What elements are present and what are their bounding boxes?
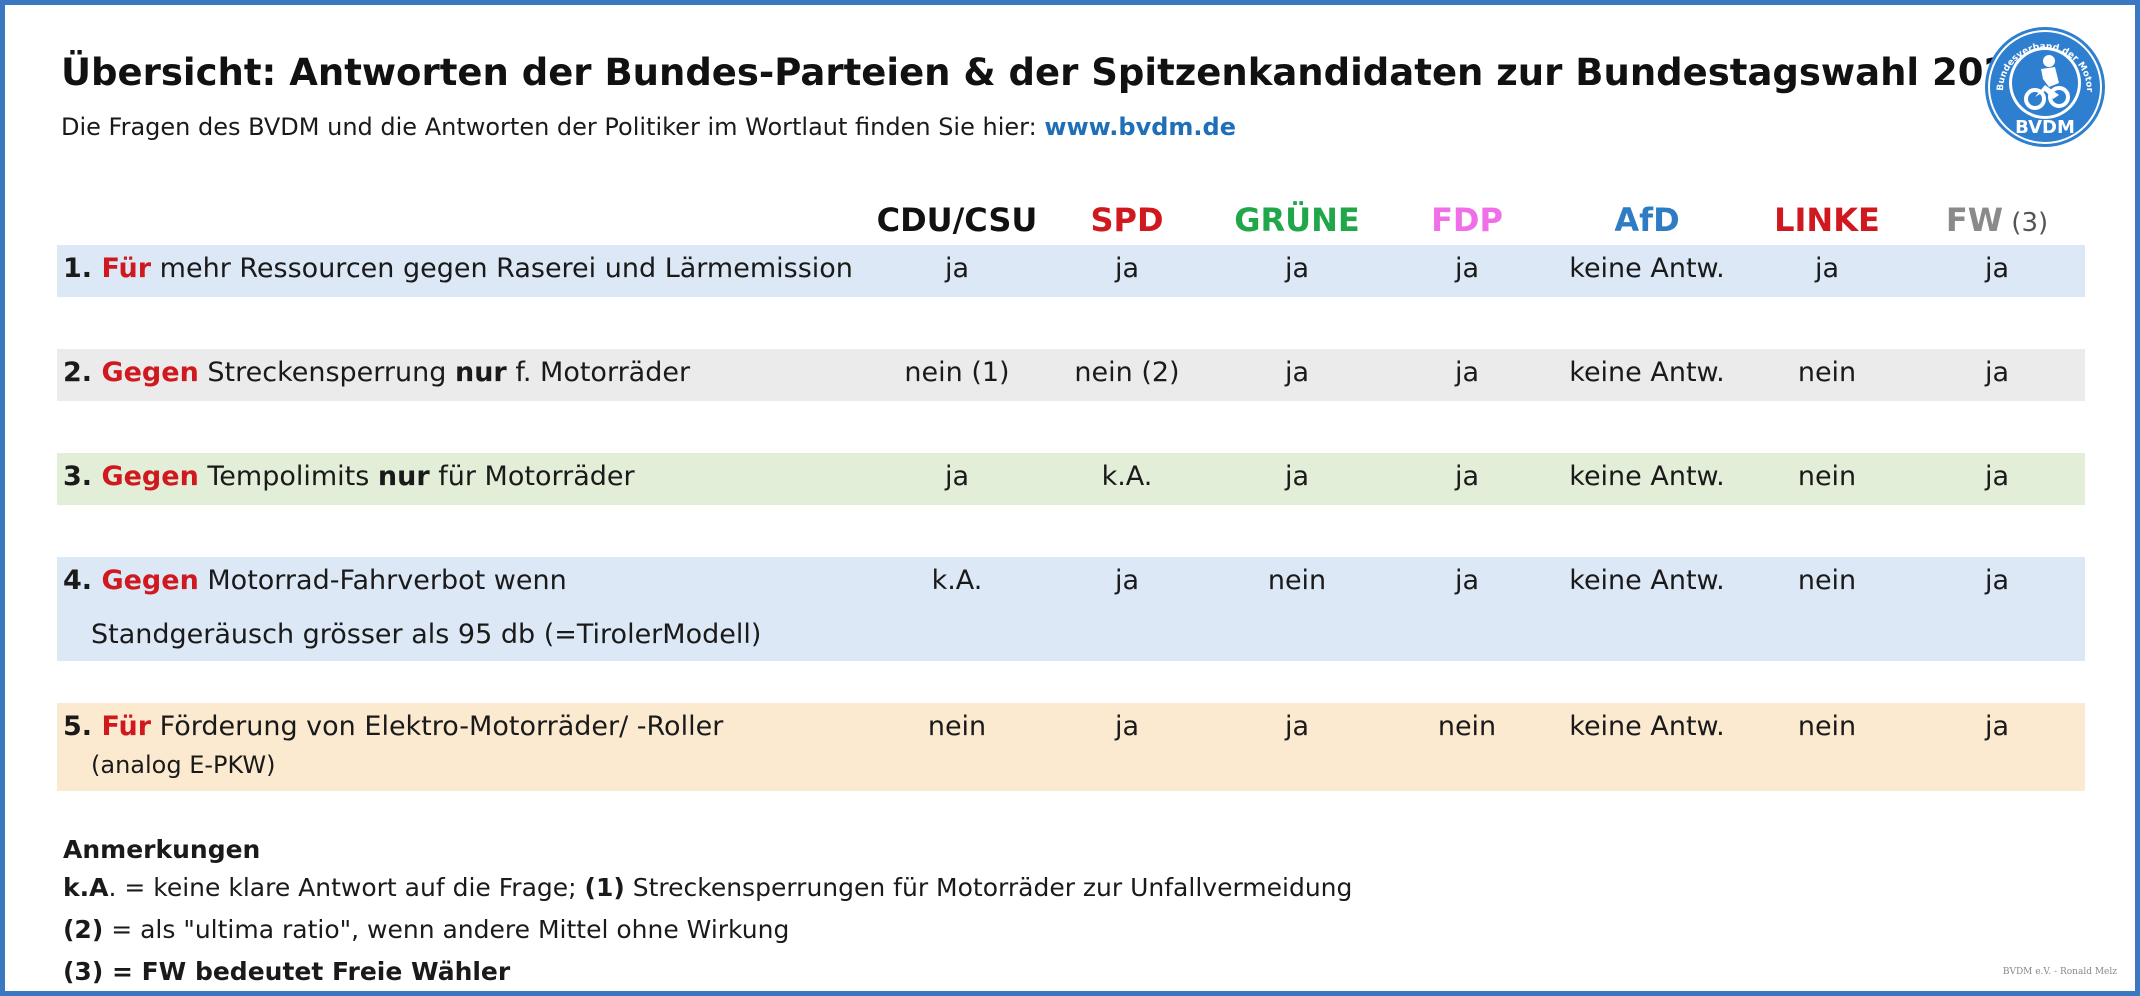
answer-cell: ja [1984,461,2010,492]
question-row-4 [57,557,2085,661]
subtitle-text: Die Fragen des BVDM und die Antworten de… [61,113,1037,141]
answer-cell: ja [1284,461,1310,492]
answer-cell: k.A. [931,565,983,596]
party-header-6: LINKE [1742,201,1912,239]
question-text-4: 4. Gegen Motorrad-Fahrverbot wenn [63,565,567,596]
party-header-2: SPD [1042,201,1212,239]
party-header-3: GRÜNE [1212,201,1382,239]
answer-cell: ja [1284,711,1310,742]
note-ka: k.A [63,873,109,902]
notes-heading: Anmerkungen [63,835,261,864]
answer-cell: keine Antw. [1569,357,1725,388]
note-ka-text: . = keine klare Antwort auf die Frage; [108,873,585,902]
question-subtext-5: (analog E-PKW) [91,751,276,779]
answer-cell: ja [1454,357,1480,388]
party-label: GRÜNE [1234,201,1360,239]
answer-cell: ja [1114,711,1140,742]
answer-cell: ja [944,461,970,492]
note-2-marker: (2) [63,915,104,944]
note-line-3: (3) = FW bedeutet Freie Wähler [63,957,510,986]
page-title: Übersicht: Antworten der Bundes-Parteien… [61,51,2035,94]
party-label: CDU/CSU [876,201,1038,239]
answer-cell: nein [1437,711,1497,742]
party-label: SPD [1090,201,1164,239]
question-subtext-4: Standgeräusch grösser als 95 db (=Tirole… [91,619,762,650]
question-text-3: 3. Gegen Tempolimits nur für Motorräder [63,461,635,492]
party-label: FW [1945,201,2004,239]
note-3-text: (3) = FW bedeutet Freie Wähler [63,957,511,986]
answer-cell: nein [927,711,987,742]
question-row-2 [57,349,2085,401]
answer-cell: ja [1984,565,2010,596]
answer-cell: ja [944,253,970,284]
question-text-1: 1. Für mehr Ressourcen gegen Raserei und… [63,253,853,284]
answer-cell: ja [1114,253,1140,284]
note-line-1: k.A. = keine klare Antwort auf die Frage… [63,873,1352,902]
question-text-2: 2. Gegen Streckensperrung nur f. Motorrä… [63,357,691,388]
answer-cell: nein (1) [904,357,1010,388]
answer-cell: nein [1797,357,1857,388]
note-line-2: (2) = als "ultima ratio", wenn andere Mi… [63,915,789,944]
answer-cell: k.A. [1101,461,1153,492]
answer-cell: ja [1284,357,1310,388]
answer-cell: ja [1284,253,1310,284]
logo-name: BVDM [2015,117,2075,138]
party-header-7: FW (3) [1912,201,2082,239]
answer-cell: keine Antw. [1569,253,1725,284]
note-1-text: Streckensperrungen für Motorräder zur Un… [624,873,1353,902]
answer-cell: nein (2) [1074,357,1180,388]
bvdm-logo: Bundesverband der Motorradfahrer e.V. BV… [1983,25,2105,147]
answer-cell: ja [1454,253,1480,284]
party-header-1: CDU/CSU [872,201,1042,239]
question-text-5: 5. Für Förderung von Elektro-Motorräder/… [63,711,724,742]
question-row-5 [57,703,2085,791]
answer-cell: nein [1267,565,1327,596]
party-label: AfD [1614,201,1680,239]
answer-cell: nein [1797,711,1857,742]
party-label: LINKE [1774,201,1880,239]
answer-cell: ja [1984,253,2010,284]
question-row-1 [57,245,2085,297]
bvdm-website-link[interactable]: www.bvdm.de [1044,113,1236,141]
party-header-5: AfD [1562,201,1732,239]
party-header-4: FDP [1382,201,1552,239]
answer-cell: ja [1984,711,2010,742]
question-row-3 [57,453,2085,505]
answer-cell: ja [1114,565,1140,596]
answer-cell: keine Antw. [1569,461,1725,492]
answer-cell: ja [1454,461,1480,492]
note-1-marker: (1) [584,873,625,902]
note-2-text: = als "ultima ratio", wenn andere Mittel… [103,915,790,944]
answer-cell: ja [1454,565,1480,596]
party-label: FDP [1431,201,1503,239]
footer-credit: BVDM e.V. - Ronald Melz [2002,967,2117,977]
page-subtitle: Die Fragen des BVDM und die Antworten de… [61,113,1236,141]
party-footnote: (3) [2003,208,2049,238]
answer-cell: keine Antw. [1569,565,1725,596]
answer-cell: nein [1797,461,1857,492]
answer-cell: nein [1797,565,1857,596]
answer-cell: ja [1984,357,2010,388]
answer-cell: ja [1814,253,1840,284]
answer-cell: keine Antw. [1569,711,1725,742]
